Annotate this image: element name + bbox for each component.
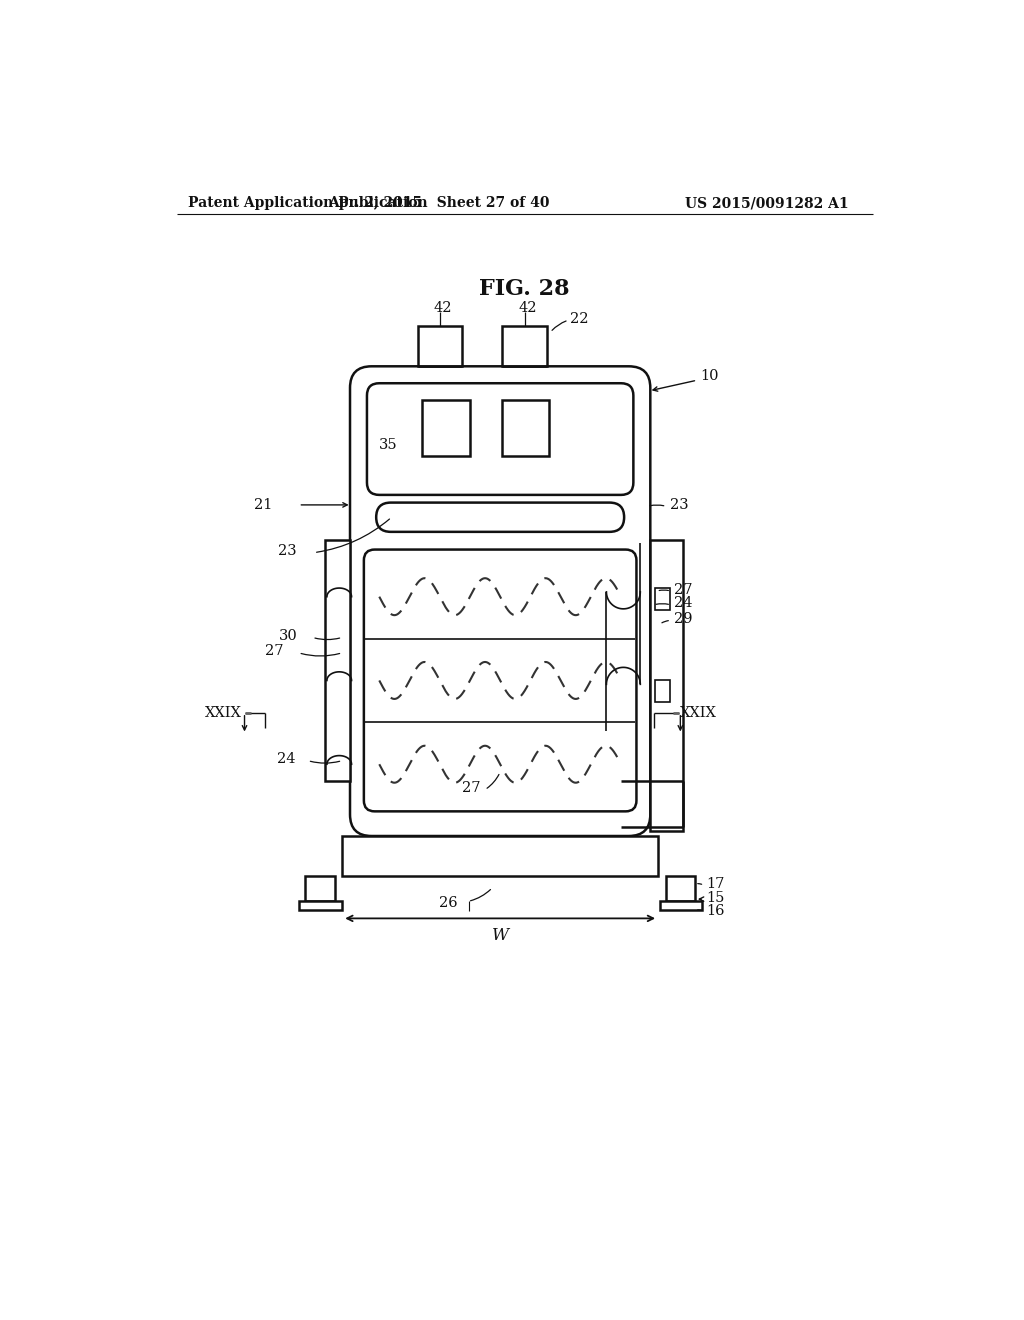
- Text: 30: 30: [279, 628, 297, 643]
- FancyBboxPatch shape: [367, 383, 634, 495]
- Text: 29: 29: [674, 612, 692, 626]
- Bar: [655, 681, 671, 702]
- FancyBboxPatch shape: [376, 503, 625, 532]
- Bar: [418, 326, 463, 367]
- Bar: [305, 876, 335, 900]
- Bar: [299, 900, 342, 909]
- Text: 27: 27: [462, 781, 480, 795]
- Text: 15: 15: [706, 891, 724, 904]
- Text: 22: 22: [570, 312, 589, 326]
- FancyBboxPatch shape: [350, 367, 650, 836]
- Bar: [422, 400, 470, 455]
- Text: 23: 23: [279, 544, 297, 558]
- Bar: [659, 900, 701, 909]
- Text: Patent Application Publication: Patent Application Publication: [188, 197, 428, 210]
- Text: 10: 10: [700, 368, 719, 383]
- FancyBboxPatch shape: [364, 549, 637, 812]
- Bar: [502, 400, 550, 455]
- Text: 17: 17: [706, 876, 724, 891]
- Text: US 2015/0091282 A1: US 2015/0091282 A1: [685, 197, 849, 210]
- Text: FIG. 28: FIG. 28: [479, 279, 570, 301]
- Bar: [666, 876, 695, 900]
- Bar: [326, 540, 350, 780]
- Bar: [342, 836, 658, 876]
- Text: 21: 21: [254, 498, 272, 512]
- Text: 27: 27: [674, 582, 692, 597]
- Text: 16: 16: [706, 904, 724, 919]
- Text: 27: 27: [264, 644, 283, 659]
- Bar: [655, 589, 671, 610]
- Text: 42: 42: [434, 301, 453, 314]
- Text: 42: 42: [518, 301, 538, 314]
- Text: 24: 24: [674, 597, 692, 610]
- Bar: [650, 540, 683, 830]
- Text: 24: 24: [276, 752, 295, 766]
- Text: 35: 35: [379, 438, 398, 451]
- Text: W: W: [492, 927, 509, 944]
- Text: Apr. 2, 2015   Sheet 27 of 40: Apr. 2, 2015 Sheet 27 of 40: [328, 197, 549, 210]
- Bar: [503, 326, 547, 367]
- Text: XXIX: XXIX: [680, 706, 717, 719]
- Text: 23: 23: [670, 498, 688, 512]
- Text: XXIX: XXIX: [205, 706, 242, 719]
- Text: 26: 26: [438, 896, 457, 909]
